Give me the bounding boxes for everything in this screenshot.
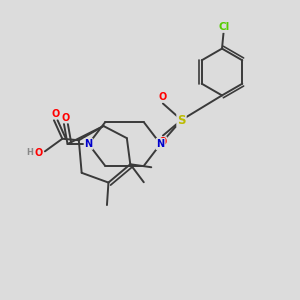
Text: N: N (156, 139, 165, 149)
Text: Cl: Cl (218, 22, 230, 32)
Text: N: N (156, 139, 165, 149)
Text: H: H (26, 148, 33, 157)
Text: O: O (158, 137, 166, 147)
Text: O: O (158, 92, 166, 102)
Text: O: O (52, 109, 60, 118)
Text: O: O (61, 112, 70, 123)
Text: N: N (84, 139, 93, 149)
Text: O: O (34, 148, 42, 158)
Text: S: S (177, 113, 186, 127)
